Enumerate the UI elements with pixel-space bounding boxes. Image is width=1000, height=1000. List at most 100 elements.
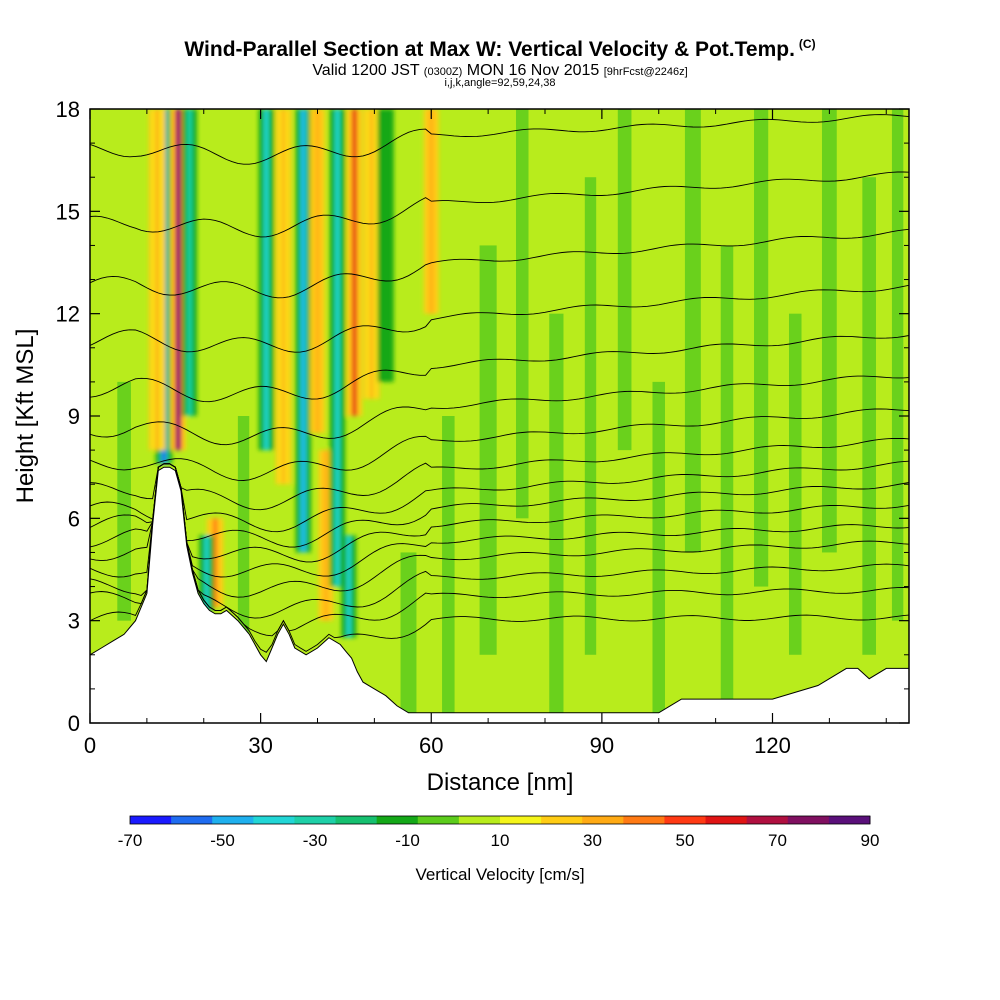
theta-contours bbox=[90, 114, 909, 653]
colorbar-swatch bbox=[458, 816, 501, 824]
colorbar-tick-label: 70 bbox=[768, 831, 787, 850]
colorbar-label: Vertical Velocity [cm/s] bbox=[415, 865, 584, 884]
colorbar-swatch bbox=[705, 816, 748, 824]
weak-descent-band bbox=[237, 416, 250, 655]
velocity-band bbox=[423, 109, 439, 314]
weak-descent-band bbox=[821, 109, 837, 553]
y-axis: 0 3 6 9 12 15 18 bbox=[56, 97, 909, 736]
theta-contour bbox=[90, 437, 909, 511]
theta-contour bbox=[90, 460, 909, 533]
colorbar-swatch bbox=[623, 816, 665, 824]
weak-descent-band bbox=[652, 381, 666, 713]
chart-subtitle: Valid 1200 JST (0300Z) MON 16 Nov 2015 [… bbox=[312, 62, 688, 79]
velocity-band bbox=[329, 109, 346, 587]
colorbar-tick-label: 50 bbox=[676, 831, 695, 850]
colorbar-swatch bbox=[664, 816, 707, 824]
theta-contour bbox=[90, 114, 909, 165]
x-tick-label: 30 bbox=[248, 733, 272, 758]
velocity-band-core bbox=[204, 535, 209, 611]
colorbar-swatch bbox=[541, 816, 583, 824]
weak-descent-band bbox=[584, 177, 597, 655]
y-axis-label: Height [Kft MSL] bbox=[12, 329, 39, 504]
colorbar-swatch bbox=[582, 816, 624, 824]
weak-descent-band bbox=[720, 245, 734, 713]
theta-contour bbox=[90, 463, 909, 578]
x-axis-label: Distance [nm] bbox=[427, 769, 574, 796]
weak-descent-band bbox=[515, 109, 529, 519]
velocity-band-core bbox=[352, 109, 357, 416]
colorbar-swatch bbox=[417, 816, 460, 824]
colorbar-swatch bbox=[130, 816, 172, 824]
velocity-band-core bbox=[187, 109, 192, 416]
velocity-bands bbox=[148, 109, 439, 638]
velocity-band-core bbox=[315, 109, 320, 434]
colorbar-swatch bbox=[212, 816, 254, 824]
colorbar-tick-label: 90 bbox=[861, 831, 880, 850]
chart-title: Wind-Parallel Section at Max W: Vertical… bbox=[184, 37, 816, 61]
velocity-band bbox=[377, 109, 394, 382]
colorbar-tick-label: -50 bbox=[210, 831, 235, 850]
weak-descent-band bbox=[549, 313, 564, 713]
colorbar-frame bbox=[129, 815, 871, 825]
theta-contour bbox=[90, 463, 909, 563]
colorbar-tick-label: -70 bbox=[118, 831, 143, 850]
theta-contour bbox=[90, 335, 909, 403]
velocity-band bbox=[199, 535, 215, 611]
colorbar-swatch bbox=[500, 816, 542, 824]
theta-contour bbox=[90, 284, 909, 353]
colorbar-tick-label: 30 bbox=[583, 831, 602, 850]
x-tick-label: 90 bbox=[590, 733, 614, 758]
colorbar-swatch bbox=[294, 816, 337, 824]
velocity-band-core bbox=[347, 535, 351, 638]
colorbar-swatch bbox=[335, 816, 378, 824]
velocity-band-core bbox=[335, 109, 340, 587]
theta-contour bbox=[90, 463, 909, 548]
velocity-band-core bbox=[429, 109, 433, 314]
y-tick-label: 18 bbox=[56, 97, 80, 122]
velocity-band bbox=[258, 109, 275, 451]
weak-descent-band bbox=[684, 109, 701, 553]
weak-descent-band bbox=[617, 109, 632, 451]
theta-contour bbox=[90, 228, 909, 299]
velocity-band-core bbox=[301, 109, 306, 553]
theta-contour bbox=[90, 408, 909, 481]
weak-descent-band bbox=[400, 552, 417, 713]
theta-contour bbox=[90, 171, 909, 238]
velocity-band bbox=[275, 109, 292, 485]
x-tick-label: 60 bbox=[419, 733, 443, 758]
theta-contour bbox=[90, 463, 909, 619]
velocity-band-core bbox=[369, 109, 374, 399]
x-tick-label: 0 bbox=[84, 733, 96, 758]
weak-descent-band bbox=[754, 109, 769, 587]
y-tick-label: 6 bbox=[68, 506, 80, 531]
velocity-band bbox=[363, 109, 380, 399]
y-tick-label: 3 bbox=[68, 609, 80, 634]
colorbar-swatch bbox=[253, 816, 295, 824]
colorbar-swatch bbox=[171, 816, 213, 824]
velocity-band bbox=[170, 109, 186, 451]
colorbar-tick-label: -10 bbox=[395, 831, 420, 850]
terrain bbox=[90, 466, 909, 723]
velocity-band bbox=[346, 109, 363, 416]
colorbar-swatch bbox=[828, 816, 871, 824]
theta-contour bbox=[90, 463, 909, 598]
velocity-field bbox=[90, 109, 909, 723]
copyright-mark: (C) bbox=[798, 37, 816, 51]
colorbar-swatch bbox=[746, 816, 789, 824]
velocity-band-core bbox=[383, 109, 388, 382]
y-tick-label: 0 bbox=[68, 711, 80, 736]
velocity-band bbox=[148, 109, 166, 451]
theta-contour bbox=[90, 375, 909, 446]
y-tick-label: 15 bbox=[56, 199, 80, 224]
velocity-band bbox=[295, 109, 311, 553]
weak-descent-band bbox=[788, 313, 802, 655]
weak-descent-band bbox=[891, 109, 904, 621]
weak-descent-band bbox=[862, 177, 877, 655]
velocity-band-core bbox=[176, 109, 181, 451]
colorbar-swatch bbox=[787, 816, 830, 824]
y-tick-label: 12 bbox=[56, 302, 80, 327]
velocity-band-core bbox=[264, 109, 269, 451]
velocity-band bbox=[182, 109, 197, 416]
colorbar-tick-label: 10 bbox=[491, 831, 510, 850]
